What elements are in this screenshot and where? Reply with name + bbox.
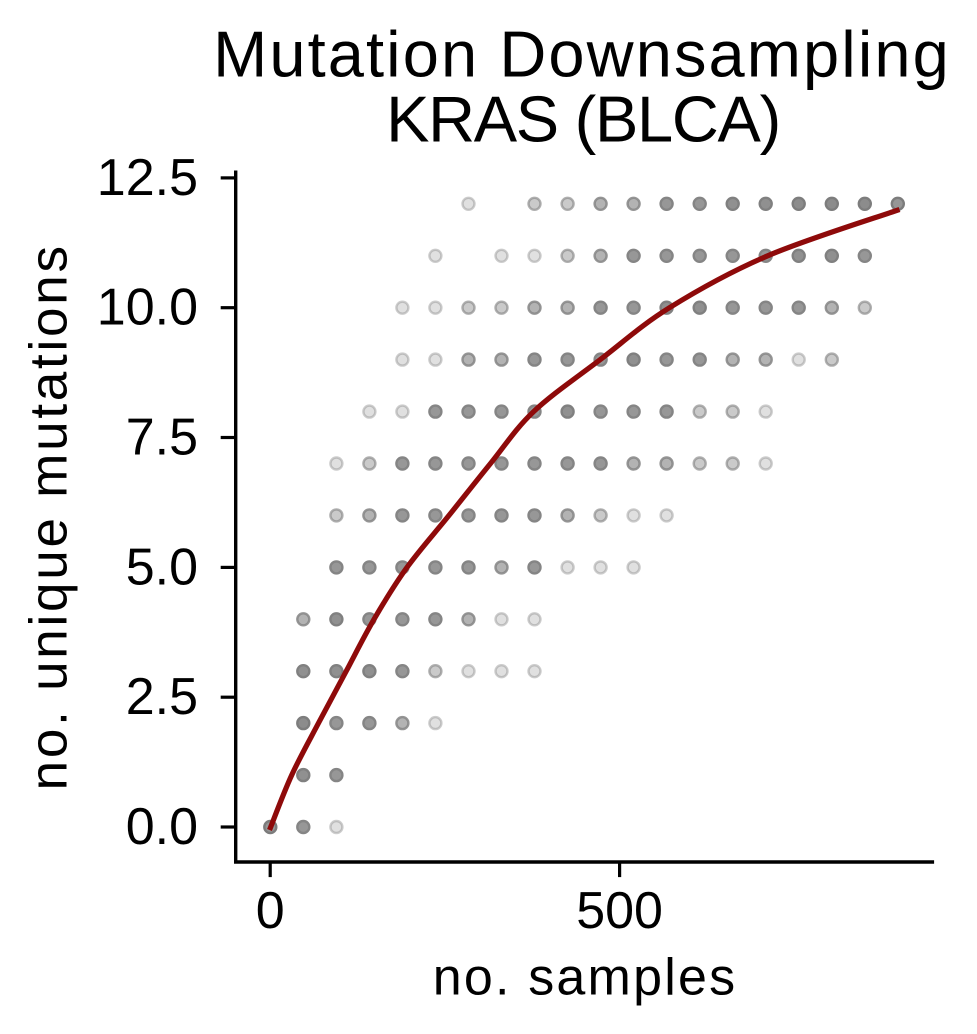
svg-text:0.0: 0.0 <box>126 798 198 856</box>
svg-text:10.0: 10.0 <box>97 279 198 337</box>
svg-text:500: 500 <box>576 882 663 940</box>
svg-text:2.5: 2.5 <box>126 668 198 726</box>
svg-text:0: 0 <box>256 882 285 940</box>
svg-text:7.5: 7.5 <box>126 409 198 467</box>
svg-text:12.5: 12.5 <box>97 149 198 207</box>
svg-text:no. unique mutations: no. unique mutations <box>20 243 79 790</box>
svg-text:KRAS (BLCA): KRAS (BLCA) <box>386 83 780 156</box>
svg-text:5.0: 5.0 <box>126 538 198 596</box>
svg-text:no. samples: no. samples <box>433 948 738 1006</box>
svg-text:Mutation Downsampling: Mutation Downsampling <box>213 18 951 91</box>
